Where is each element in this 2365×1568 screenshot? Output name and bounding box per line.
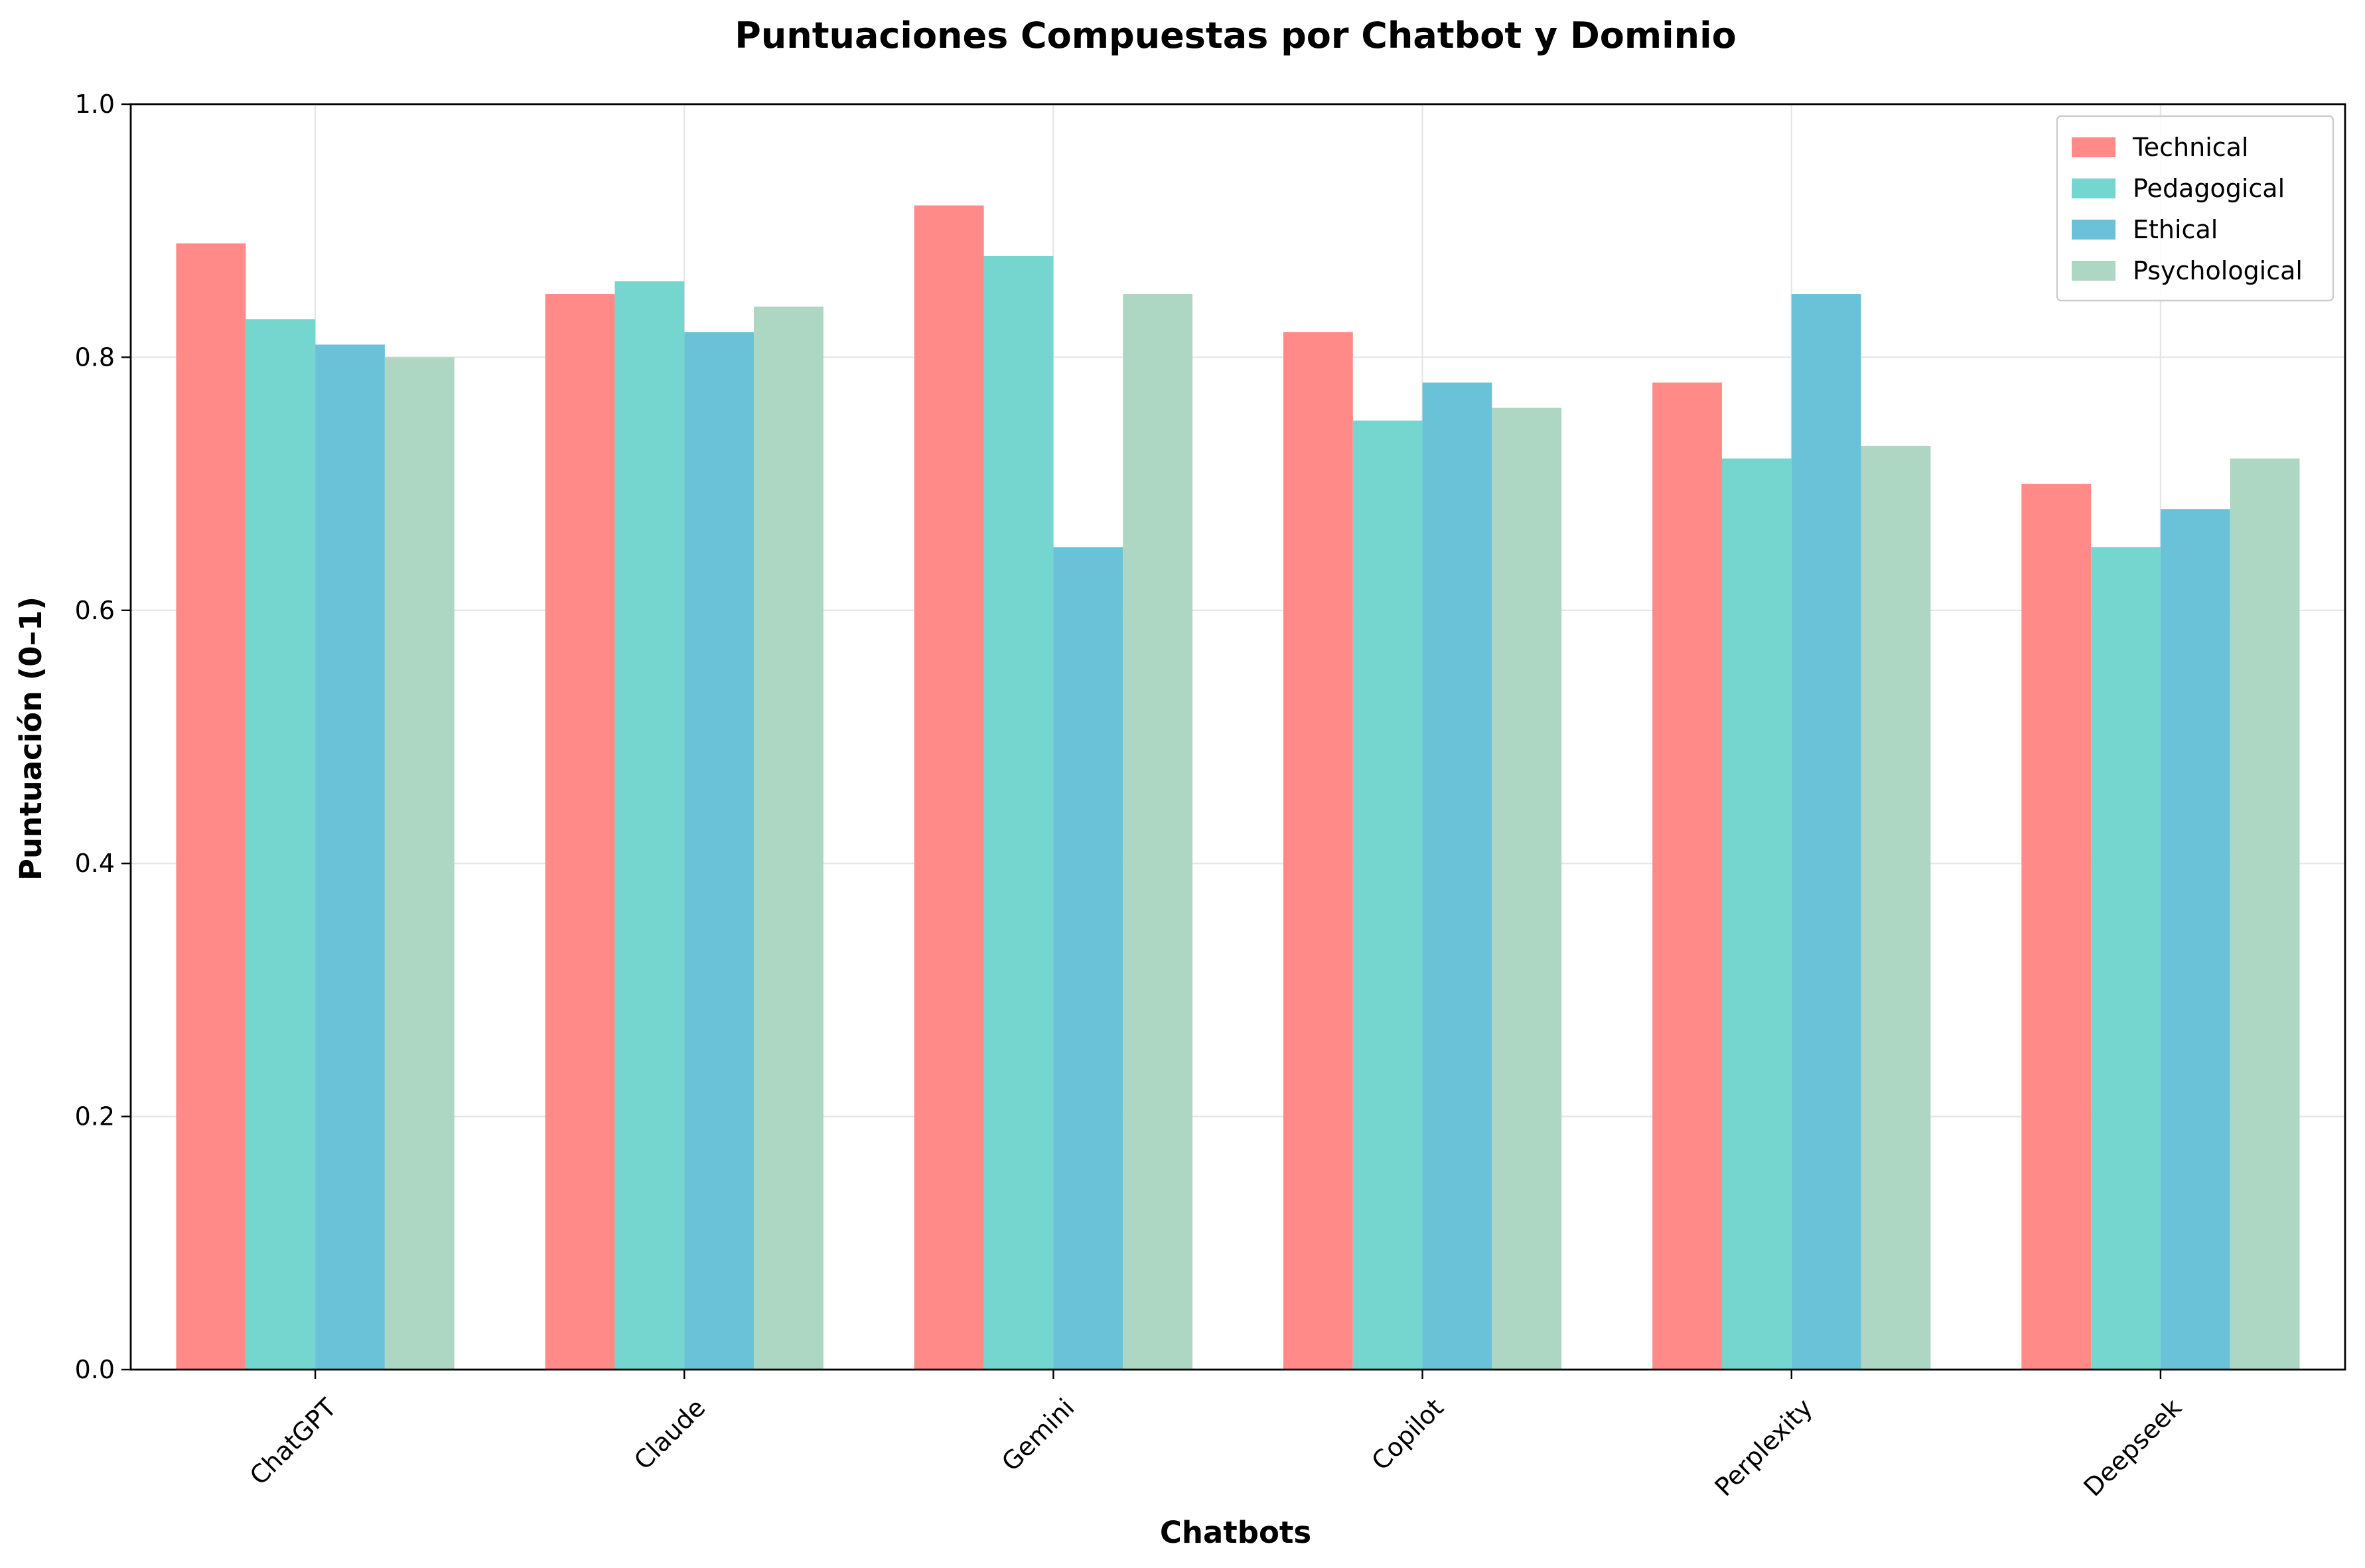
bar-ethical-gemini [1053, 547, 1123, 1370]
bar-technical-chatgpt [176, 243, 246, 1370]
legend-label: Pedagogical [2133, 174, 2285, 203]
x-tick-label: Claude [628, 1393, 711, 1475]
bar-ethical-deepseek [2160, 509, 2230, 1370]
bar-psychological-copilot [1492, 407, 1562, 1370]
x-tick-label: ChatGPT [244, 1393, 342, 1491]
bar-pedagogical-copilot [1352, 420, 1423, 1370]
y-axis-label: Puntuación (0–1) [13, 597, 48, 881]
bar-pedagogical-claude [614, 281, 685, 1370]
legend-label: Psychological [2133, 256, 2303, 285]
x-axis-label: Chatbots [1160, 1515, 1311, 1550]
y-tick-label: 0.2 [75, 1102, 115, 1131]
x-tick-label: Deepseek [2078, 1393, 2188, 1502]
y-tick-label: 0.8 [75, 342, 115, 372]
legend-label: Ethical [2133, 215, 2218, 244]
bar-technical-gemini [914, 205, 984, 1370]
legend-box [2056, 115, 2334, 302]
legend-swatch [2072, 137, 2115, 157]
bars [176, 205, 2300, 1370]
bar-technical-deepseek [2021, 484, 2092, 1370]
bar-psychological-claude [754, 307, 824, 1370]
chart-title: Puntuaciones Compuestas por Chatbot y Do… [735, 15, 1736, 56]
bar-pedagogical-chatgpt [246, 319, 316, 1370]
grid-lines [131, 103, 2345, 1371]
bar-ethical-chatgpt [315, 344, 385, 1370]
bar-psychological-perplexity [1861, 445, 1931, 1370]
bar-psychological-chatgpt [384, 357, 455, 1370]
bar-technical-copilot [1283, 332, 1353, 1370]
x-tick-label: Gemini [996, 1393, 1080, 1477]
y-tick-label: 1.0 [75, 90, 115, 119]
legend-swatch [2072, 178, 2115, 198]
bar-pedagogical-deepseek [2091, 547, 2161, 1370]
bar-psychological-gemini [1123, 294, 1193, 1370]
bar-pedagogical-perplexity [1721, 458, 1792, 1370]
bar-psychological-deepseek [2230, 458, 2300, 1370]
y-tick-label: 0.4 [75, 849, 115, 878]
legend-swatch [2072, 220, 2115, 240]
plot-frame [129, 103, 2346, 1371]
legend-label: Technical [2132, 133, 2249, 162]
axes [121, 103, 2346, 1379]
y-tick-label: 0.6 [75, 596, 115, 625]
bar-ethical-claude [684, 332, 754, 1370]
x-tick-label: Copilot [1366, 1393, 1449, 1476]
bar-technical-perplexity [1652, 382, 1722, 1370]
bar-ethical-copilot [1422, 382, 1492, 1370]
bar-ethical-perplexity [1791, 294, 1861, 1370]
bar-pedagogical-gemini [983, 255, 1054, 1370]
x-tick-label: Perplexity [1709, 1393, 1818, 1502]
legend-swatch [2072, 261, 2115, 281]
bar-technical-claude [545, 294, 615, 1370]
y-tick-label: 0.0 [75, 1355, 115, 1384]
legend: Technical Pedagogical Ethical Psychological [2056, 115, 2334, 302]
